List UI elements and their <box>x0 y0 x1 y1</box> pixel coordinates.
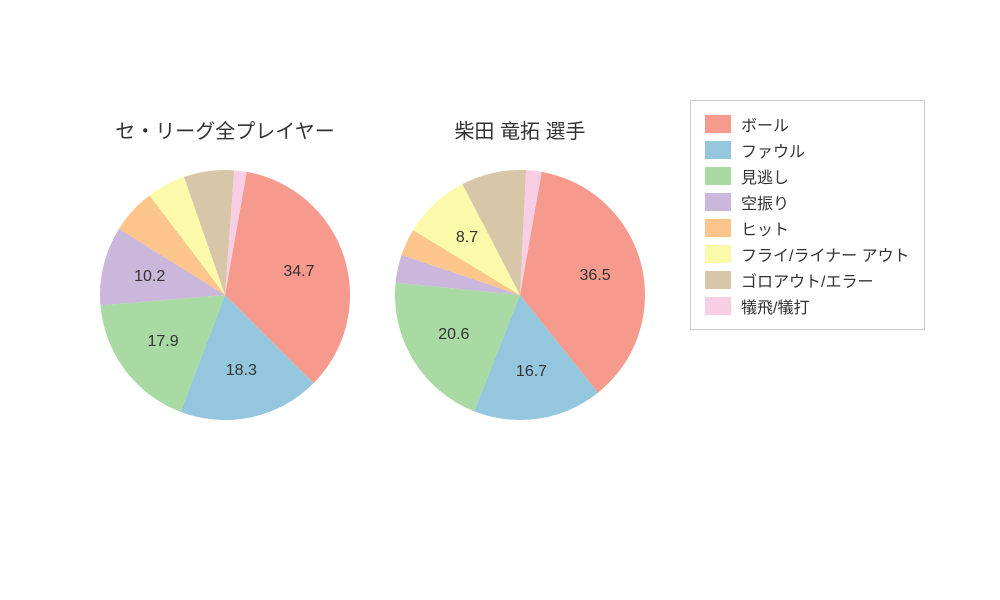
legend-swatch <box>705 219 731 237</box>
pie-slice-label: 20.6 <box>438 326 469 344</box>
legend-label: 見逃し <box>741 164 789 188</box>
legend-item: 見逃し <box>705 163 910 189</box>
legend-label: ファウル <box>741 138 805 162</box>
legend-item: ヒット <box>705 215 910 241</box>
legend-label: ヒット <box>741 216 789 240</box>
legend-item: 空振り <box>705 189 910 215</box>
legend-swatch <box>705 271 731 289</box>
legend-label: 犠飛/犠打 <box>741 294 809 318</box>
legend-item: ボール <box>705 111 910 137</box>
legend-item: ファウル <box>705 137 910 163</box>
pie-title: セ・リーグ全プレイヤー <box>115 115 334 144</box>
legend-item: フライ/ライナー アウト <box>705 241 910 267</box>
legend-swatch <box>705 115 731 133</box>
pie-slice-label: 36.5 <box>580 267 611 285</box>
pie-title: 柴田 竜拓 選手 <box>454 115 585 144</box>
pie-chart <box>395 170 645 420</box>
chart-container: { "chart": { "type": "pie", "background_… <box>0 0 1000 600</box>
legend-label: フライ/ライナー アウト <box>741 242 910 266</box>
legend-swatch <box>705 193 731 211</box>
pie-slice-label: 34.7 <box>283 263 314 281</box>
legend-item: 犠飛/犠打 <box>705 293 910 319</box>
pie-slice-label: 10.2 <box>134 268 165 286</box>
pie-slice-label: 16.7 <box>516 363 547 381</box>
legend-label: ボール <box>741 112 789 136</box>
legend-label: 空振り <box>741 190 789 214</box>
pie-slice-label: 17.9 <box>148 333 179 351</box>
legend-swatch <box>705 297 731 315</box>
pie-slice-label: 18.3 <box>226 362 257 380</box>
legend-swatch <box>705 141 731 159</box>
legend-swatch <box>705 245 731 263</box>
pie-chart <box>100 170 350 420</box>
pie-slice-label: 8.7 <box>456 229 478 247</box>
legend: ボールファウル見逃し空振りヒットフライ/ライナー アウトゴロアウト/エラー犠飛/… <box>690 100 925 330</box>
legend-item: ゴロアウト/エラー <box>705 267 910 293</box>
legend-label: ゴロアウト/エラー <box>741 268 873 292</box>
legend-swatch <box>705 167 731 185</box>
